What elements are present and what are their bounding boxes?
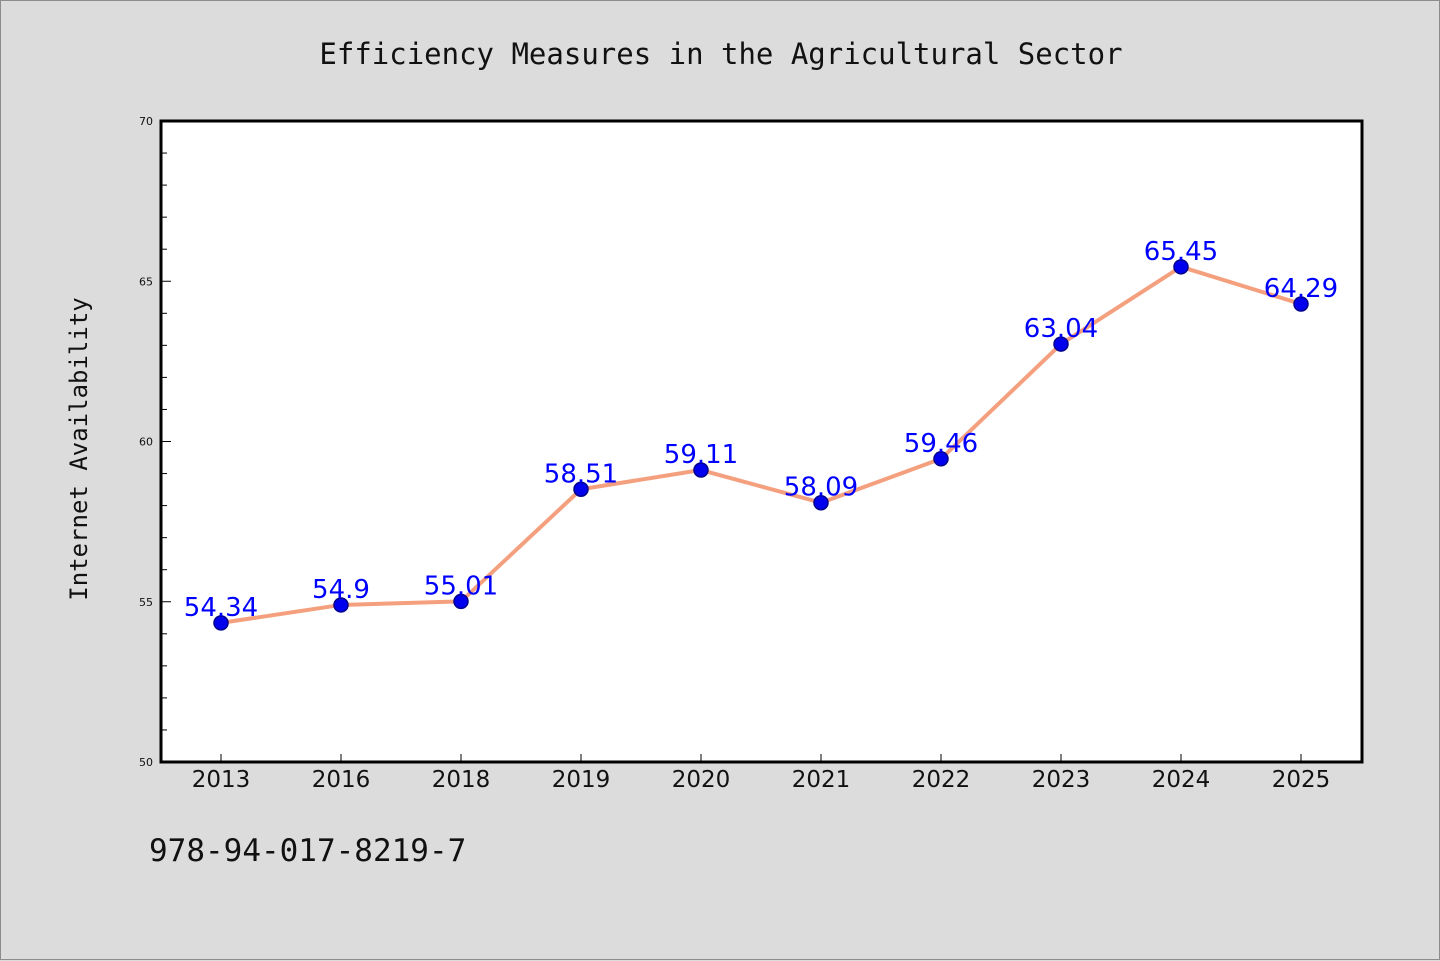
x-tick-label: 2018 xyxy=(432,767,491,793)
y-tick-label: 65 xyxy=(139,275,153,288)
y-axis-ticks: 50 55 60 65 70 xyxy=(139,115,171,769)
data-point xyxy=(573,481,589,498)
x-tick-label: 2025 xyxy=(1272,767,1331,793)
chart-title: Efficiency Measures in the Agricultural … xyxy=(319,37,1122,71)
isbn-identifier: 978-94-017-8219-7 xyxy=(149,833,467,869)
x-tick-label: 2020 xyxy=(672,767,731,793)
data-point xyxy=(813,494,829,511)
y-tick-label: 50 xyxy=(139,756,153,769)
x-tick-label: 2016 xyxy=(312,767,371,793)
data-label: 55.01 xyxy=(424,571,498,601)
x-tick-label: 2013 xyxy=(192,767,251,793)
data-point xyxy=(333,597,349,613)
data-point xyxy=(1053,336,1069,352)
x-tick-label: 2019 xyxy=(552,767,611,793)
data-point xyxy=(453,593,469,610)
y-axis-label: Internet Availability xyxy=(65,297,93,600)
y-tick-label: 55 xyxy=(139,596,153,609)
data-label: 65.45 xyxy=(1144,237,1218,267)
x-tick-label: 2024 xyxy=(1152,767,1211,793)
data-label: 63.04 xyxy=(1024,314,1098,344)
x-tick-label: 2023 xyxy=(1032,767,1091,793)
data-label: 58.09 xyxy=(784,473,858,503)
plot-border xyxy=(159,119,1364,764)
data-point xyxy=(933,451,949,467)
data-label: 59.11 xyxy=(664,440,738,470)
series-line xyxy=(219,264,1303,625)
data-label: 54.9 xyxy=(312,575,370,605)
data-point xyxy=(213,615,229,631)
plot-area xyxy=(161,121,1362,762)
y-tick-label: 70 xyxy=(139,115,153,128)
data-label: 64.29 xyxy=(1264,274,1338,304)
series-group: 54.34 54.9 55.01 58.51 59.11 58.09 59.46 63.04 6… xyxy=(184,237,1338,631)
x-tick-label: 2022 xyxy=(912,767,971,793)
y-tick-label: 60 xyxy=(139,436,153,449)
x-axis-ticks: 2013 2016 2018 2019 2020 2021 2022 2023 2024 2025 xyxy=(192,754,1331,793)
data-point xyxy=(693,462,709,478)
data-point xyxy=(1293,296,1309,312)
x-tick-label: 2021 xyxy=(792,767,851,793)
data-label: 54.34 xyxy=(184,593,258,623)
data-point xyxy=(1173,259,1189,275)
data-label: 58.51 xyxy=(544,459,618,489)
data-label: 59.46 xyxy=(904,429,978,459)
